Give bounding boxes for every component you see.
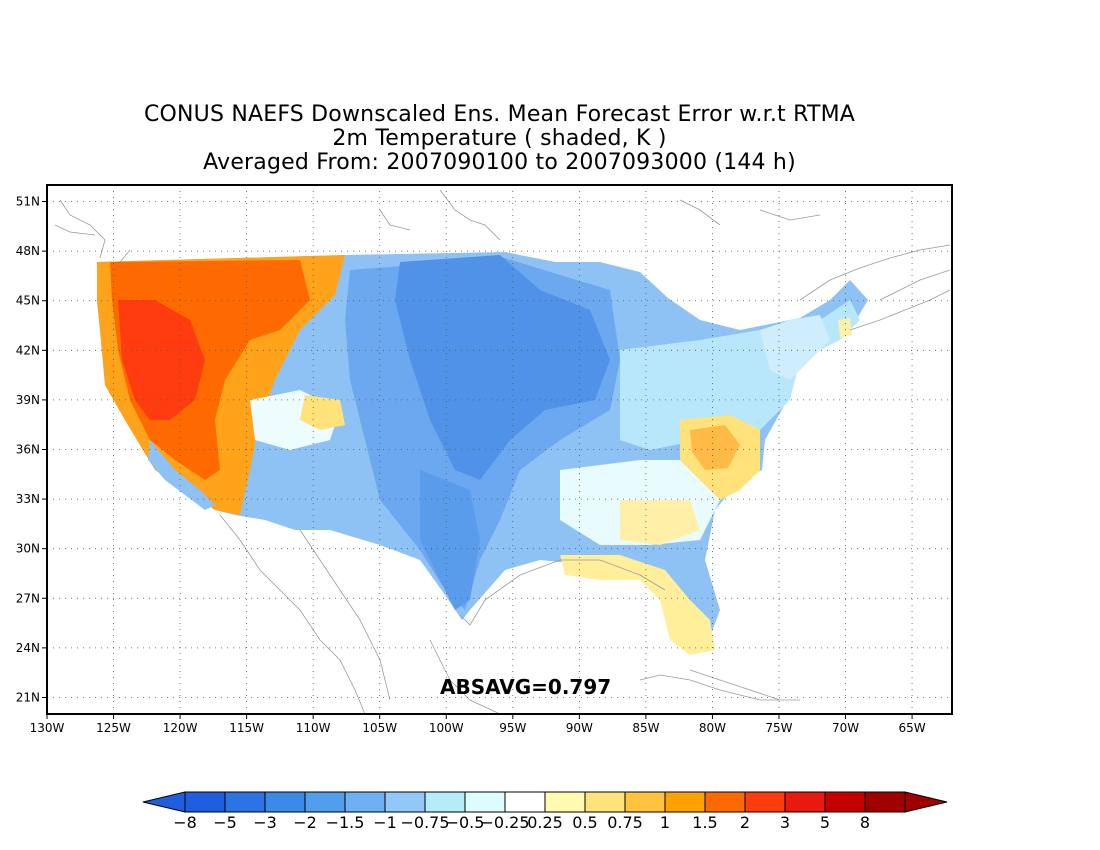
colorbar-label: −0.25 (480, 813, 529, 832)
coastline-cuba (639, 674, 800, 701)
lat-tick-label: 45N (16, 294, 40, 308)
lat-tick-label: 30N (16, 542, 40, 556)
lon-tick-label: 100W (429, 721, 464, 735)
field-lightblue-northeast (760, 315, 830, 380)
lon-tick-label: 120W (163, 721, 198, 735)
colorbar-swatch (264, 791, 306, 813)
colorbar-label: 1.5 (692, 813, 717, 832)
colorbar-swatch (304, 791, 346, 813)
colorbar-label: −1.5 (326, 813, 365, 832)
title-line-1: CONUS NAEFS Downscaled Ens. Mean Forecas… (143, 102, 856, 127)
lon-tick-label: 95W (499, 721, 526, 735)
lat-tick-label: 48N (16, 244, 40, 258)
colorbar-label: 8 (860, 813, 870, 832)
title-line-2: 2m Temperature ( shaded, K ) (332, 126, 667, 151)
field-blue-coast (148, 440, 215, 510)
coastline-north (54, 189, 821, 263)
coastline-mexico (219, 514, 501, 714)
colorbar-label: −8 (173, 813, 197, 832)
lat-tick-label: 39N (16, 393, 40, 407)
field-yellow-rockies (300, 395, 345, 430)
colorbar-label: −2 (293, 813, 317, 832)
colorbar-label: −0.75 (400, 813, 449, 832)
colorbar-label: −1 (373, 813, 397, 832)
colorbar-label: 0.5 (572, 813, 597, 832)
lon-tick-label: 115W (229, 721, 264, 735)
colorbar-arrow-low (142, 791, 186, 813)
axis-labels: 130W 125W 120W 115W 110W 105W 100W 95W 90W 85W 80W… (16, 195, 926, 735)
colorbar-swatch (224, 791, 266, 813)
lon-tick-label: 75W (765, 721, 792, 735)
colorbar-swatch (864, 791, 906, 813)
field-yellow-gulf (560, 555, 715, 655)
lon-tick-label: 130W (30, 721, 65, 735)
colorbar-swatch (824, 791, 866, 813)
field-blue-south (420, 470, 480, 610)
colorbar-label: −3 (253, 813, 277, 832)
colorbar-label: −0.5 (446, 813, 485, 832)
field-yellow-maine (838, 318, 852, 338)
colorbar-arrow-high (904, 791, 948, 813)
lat-tick-label: 33N (16, 492, 40, 506)
colorbar-swatch (184, 791, 226, 813)
field-red-california (118, 300, 205, 420)
colorbar-swatch (384, 791, 426, 813)
colorbar-label: 0.75 (607, 813, 643, 832)
absavg-label: ABSAVG=0.797 (440, 675, 611, 699)
colorbar-label: −5 (213, 813, 237, 832)
lon-tick-label: 70W (832, 721, 859, 735)
field-yellow-east-coast (620, 500, 700, 545)
colorbar-label: 3 (780, 813, 790, 832)
lon-tick-label: 125W (96, 721, 131, 735)
lat-tick-label: 36N (16, 443, 40, 457)
title-line-3: Averaged From: 2007090100 to 2007093000 … (203, 150, 796, 175)
lat-tick-label: 21N (16, 690, 40, 704)
colorbar-swatch (624, 791, 666, 813)
lat-tick-label: 24N (16, 641, 40, 655)
lon-tick-label: 110W (296, 721, 331, 735)
colorbar-swatch (664, 791, 706, 813)
colorbar-swatch (504, 791, 546, 813)
field-orange-virginia (690, 425, 740, 470)
map-area (47, 185, 952, 714)
colorbar-label: 2 (740, 813, 750, 832)
lon-tick-label: 85W (632, 721, 659, 735)
colorbar-swatch (584, 791, 626, 813)
gridlines (47, 185, 952, 714)
coastline-gulf (459, 559, 781, 701)
lon-tick-label: 65W (899, 721, 926, 735)
colorbar-swatch (704, 791, 746, 813)
lat-tick-label: 42N (16, 343, 40, 357)
colorbar-swatch (544, 791, 586, 813)
colorbar-swatch (464, 791, 506, 813)
colorbar-label: 1 (660, 813, 670, 832)
colorbar-label: 0.25 (527, 813, 563, 832)
lon-tick-label: 90W (566, 721, 593, 735)
field-blue-core (395, 255, 610, 480)
lat-tick-label: 51N (16, 195, 40, 209)
colorbar-swatch (744, 791, 786, 813)
colorbar-label: 5 (820, 813, 830, 832)
coastline-northeast (799, 244, 951, 331)
colorbar-swatch (784, 791, 826, 813)
lon-tick-label: 105W (362, 721, 397, 735)
lon-tick-label: 80W (699, 721, 726, 735)
coastlines (54, 189, 951, 714)
lat-tick-label: 27N (16, 591, 40, 605)
map-title: CONUS NAEFS Downscaled Ens. Mean Forecas… (47, 103, 952, 175)
colorbar-swatch (344, 791, 386, 813)
temperature-error-field (97, 252, 868, 655)
colorbar: −8 −5 −3 −2 −1.5 −1 −0.75−0.5−0.250.25 0.5 0.75 1… (142, 791, 948, 832)
colorbar-swatch (424, 791, 466, 813)
